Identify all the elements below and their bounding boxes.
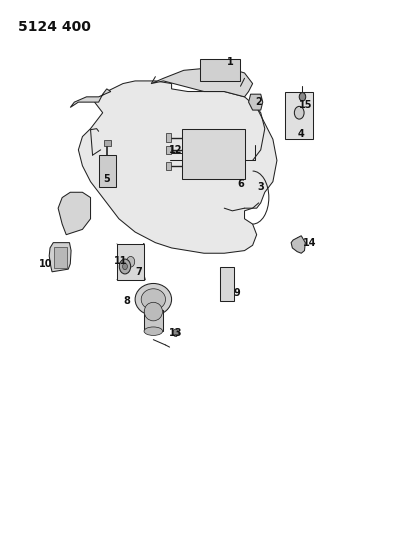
- Text: 11: 11: [114, 256, 128, 266]
- Text: 14: 14: [303, 238, 316, 248]
- Ellipse shape: [135, 284, 172, 316]
- Text: 9: 9: [233, 288, 240, 298]
- Circle shape: [126, 256, 135, 267]
- Bar: [144, 310, 163, 331]
- Ellipse shape: [144, 327, 163, 335]
- Polygon shape: [78, 81, 277, 253]
- Text: 5124 400: 5124 400: [18, 20, 91, 34]
- Text: 10: 10: [39, 259, 53, 269]
- Polygon shape: [58, 192, 91, 235]
- Text: 3: 3: [257, 182, 264, 192]
- Circle shape: [119, 259, 131, 274]
- Text: 5: 5: [103, 174, 110, 184]
- Ellipse shape: [144, 302, 162, 321]
- Bar: [200, 59, 240, 81]
- Circle shape: [122, 263, 127, 270]
- Bar: [99, 155, 115, 187]
- Bar: [104, 140, 111, 146]
- Circle shape: [173, 329, 178, 336]
- Text: 13: 13: [169, 328, 182, 338]
- Text: 4: 4: [298, 129, 305, 139]
- Circle shape: [299, 93, 306, 101]
- Bar: [182, 128, 244, 179]
- Text: 1: 1: [227, 58, 234, 67]
- Text: 12: 12: [169, 145, 182, 155]
- Polygon shape: [151, 68, 253, 97]
- Text: 15: 15: [299, 100, 312, 110]
- Circle shape: [294, 107, 304, 119]
- Text: 2: 2: [255, 97, 262, 107]
- Polygon shape: [248, 94, 263, 110]
- Bar: [117, 244, 144, 280]
- Bar: [285, 92, 313, 139]
- Bar: [166, 146, 171, 154]
- Bar: [166, 161, 171, 170]
- Polygon shape: [70, 89, 111, 108]
- Polygon shape: [49, 243, 71, 272]
- Bar: [54, 247, 67, 268]
- Text: 8: 8: [124, 296, 131, 306]
- Text: 6: 6: [237, 179, 244, 189]
- Ellipse shape: [141, 289, 166, 310]
- Bar: [220, 266, 234, 301]
- Bar: [166, 133, 171, 142]
- Polygon shape: [291, 236, 305, 253]
- Text: 7: 7: [136, 267, 142, 277]
